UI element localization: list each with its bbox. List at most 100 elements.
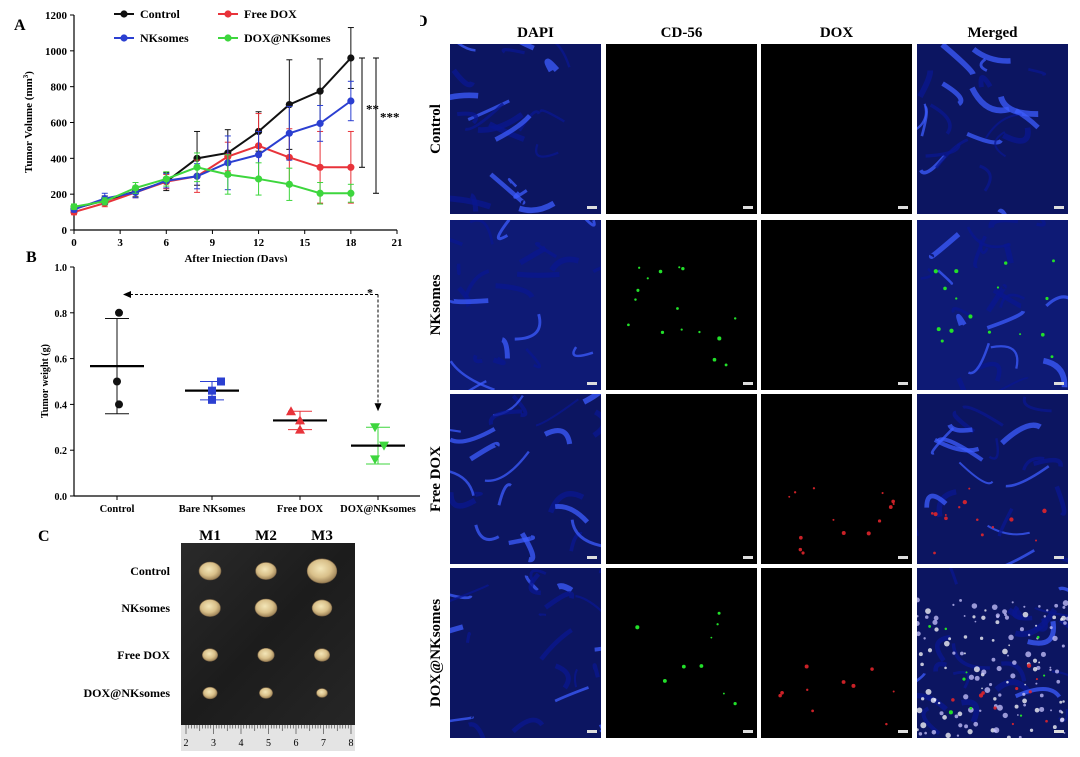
- merged-signal: [964, 652, 966, 654]
- chart-a-ylabel: Tumor Volume (mm3): [22, 71, 35, 173]
- cd56-signal: [955, 297, 957, 299]
- merged-signal: [964, 724, 968, 728]
- cd56-signal: [954, 269, 958, 273]
- data-point: [286, 130, 293, 137]
- photo-column-label: M2: [255, 528, 277, 544]
- merged-signal: [1020, 627, 1024, 631]
- merged-signal: [924, 732, 927, 735]
- merged-signal: [997, 705, 1003, 711]
- dox-signal: [944, 516, 948, 520]
- merged-signal: [919, 652, 923, 656]
- merged-signal: [1002, 649, 1008, 655]
- micrograph-background: [761, 44, 912, 214]
- micrograph-image: [450, 568, 601, 738]
- photo-column-label: M3: [311, 528, 333, 544]
- dox-signal: [968, 488, 970, 490]
- cd56-signal: [945, 628, 947, 630]
- chart-a-ytick-label: 0: [62, 225, 68, 237]
- legend-label: DOX@NKsomes: [244, 31, 331, 45]
- merged-signal: [969, 675, 974, 680]
- merged-signal: [1062, 700, 1065, 703]
- dox-signal: [1009, 517, 1013, 521]
- merged-signal: [955, 715, 959, 719]
- dox-signal: [799, 536, 803, 540]
- scale-bar: [898, 730, 908, 733]
- merged-signal: [928, 648, 932, 652]
- ruler-label: 4: [239, 738, 244, 749]
- chart-a-ytick-label: 600: [51, 118, 68, 130]
- tissue-fiber: [467, 634, 469, 643]
- cd56-signal: [682, 665, 686, 669]
- micrograph-tile: [917, 394, 1068, 564]
- dox-signal: [891, 500, 895, 504]
- micrograph-image: [450, 394, 601, 564]
- tumor-specimen: [199, 562, 221, 580]
- data-point: [208, 396, 216, 404]
- series-line: [74, 167, 351, 206]
- merged-signal: [1038, 605, 1041, 608]
- merged-signal: [1030, 729, 1033, 732]
- merged-signal: [921, 697, 924, 700]
- cd56-signal: [928, 625, 931, 628]
- dapi-stain: [450, 568, 601, 738]
- cd56-signal: [647, 277, 649, 279]
- merged-signal: [1059, 710, 1062, 713]
- scale-bar: [743, 206, 753, 209]
- cd56-signal: [734, 317, 736, 319]
- series-2: [70, 81, 354, 213]
- data-point: [132, 184, 139, 191]
- merged-signal: [942, 715, 947, 720]
- chart-a-ytick-label: 200: [51, 189, 68, 201]
- merged-signal: [1008, 644, 1010, 646]
- micrograph-row-label: DOX@NKsomes: [428, 599, 444, 707]
- legend-swatch-marker: [224, 10, 231, 17]
- merged-signal: [952, 604, 954, 606]
- cd56-signal: [663, 679, 667, 683]
- cd56-signal: [723, 693, 725, 695]
- scale-bar: [1054, 206, 1064, 209]
- dox-signal: [842, 680, 846, 684]
- ruler-label: 6: [294, 738, 299, 749]
- merged-signal: [945, 733, 950, 738]
- dox-signal: [893, 503, 895, 505]
- group-3: [351, 423, 405, 464]
- merged-signal: [984, 687, 990, 693]
- merged-signal: [1054, 604, 1058, 608]
- micrograph-tile: [606, 394, 757, 564]
- chart-b-ytick-label: 1.0: [55, 263, 68, 274]
- data-point: [347, 97, 354, 104]
- dox-signal: [993, 706, 996, 709]
- merged-signal: [952, 652, 955, 655]
- data-point: [101, 198, 108, 205]
- data-point: [347, 190, 354, 197]
- dox-signal: [878, 519, 881, 522]
- micrograph-tile: [450, 44, 601, 214]
- tumor-specimen: [258, 648, 275, 662]
- dox-signal: [842, 531, 846, 535]
- cd56-signal: [937, 327, 941, 331]
- merged-signal: [1063, 621, 1067, 625]
- merged-signal: [981, 688, 983, 690]
- cd56-signal: [725, 364, 728, 367]
- cd56-signal: [1019, 333, 1021, 335]
- merged-signal: [981, 670, 986, 675]
- micrograph-image: [761, 568, 912, 738]
- merged-signal: [1022, 699, 1027, 704]
- chart-b-ytick-label: 0.2: [55, 446, 68, 457]
- micrograph-image: [761, 394, 912, 564]
- ruler-label: 5: [266, 738, 271, 749]
- ruler-label: 2: [184, 738, 189, 749]
- photo-row-label: DOX@NKsomes: [84, 686, 171, 700]
- series-1: [70, 114, 354, 216]
- cd56-signal: [1052, 259, 1055, 262]
- group-2: [273, 406, 327, 433]
- cd56-signal: [638, 267, 640, 269]
- comparison-arrowhead: [375, 403, 382, 411]
- dox-signal: [1036, 678, 1038, 680]
- merged-signal: [925, 615, 929, 619]
- scale-bar: [587, 556, 597, 559]
- dox-signal: [813, 487, 815, 489]
- data-point: [163, 175, 170, 182]
